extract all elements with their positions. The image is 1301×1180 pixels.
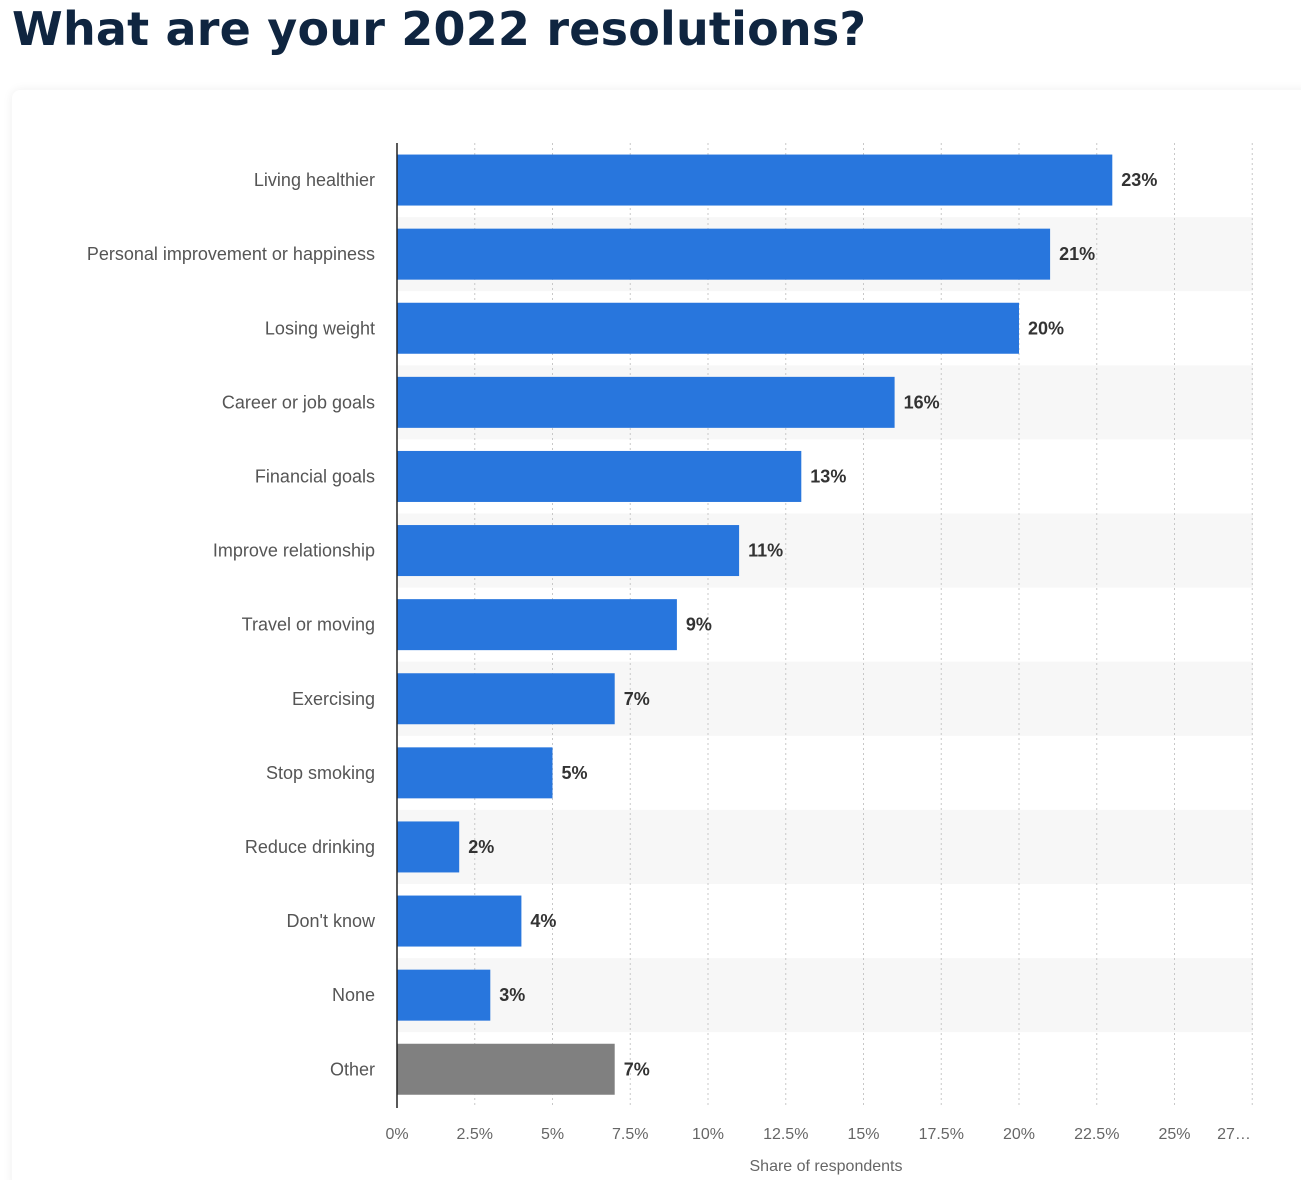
bar[interactable] xyxy=(397,525,740,577)
x-tick-label: 22.5% xyxy=(1074,1126,1119,1143)
category-label: Living healthier xyxy=(254,170,375,190)
x-tick-label: 20% xyxy=(1003,1126,1035,1143)
data-label: 16% xyxy=(904,392,940,412)
bar[interactable] xyxy=(397,376,895,428)
data-label: 7% xyxy=(624,1059,650,1079)
bar[interactable] xyxy=(397,969,491,1021)
category-label: Other xyxy=(330,1059,375,1079)
category-label: Exercising xyxy=(292,689,375,709)
category-label: Improve relationship xyxy=(213,541,375,561)
category-label: Losing weight xyxy=(265,318,375,338)
category-label: Stop smoking xyxy=(266,763,375,783)
category-label: Financial goals xyxy=(255,466,375,486)
data-label: 3% xyxy=(499,985,525,1005)
data-label: 4% xyxy=(530,911,556,931)
x-tick-label: 0% xyxy=(385,1126,408,1143)
bar[interactable] xyxy=(397,747,553,799)
bar[interactable] xyxy=(397,302,1019,354)
category-label: Travel or moving xyxy=(242,615,375,635)
x-tick-label: 7.5% xyxy=(612,1126,648,1143)
bar[interactable] xyxy=(397,228,1051,280)
x-tick-label: 2.5% xyxy=(457,1126,493,1143)
data-label: 11% xyxy=(748,541,783,561)
category-label: Don't know xyxy=(287,911,376,931)
data-label: 21% xyxy=(1059,244,1095,264)
bar[interactable] xyxy=(397,821,460,873)
row-band xyxy=(397,958,1253,1033)
category-label: Career or job goals xyxy=(222,392,375,412)
category-label: Personal improvement or happiness xyxy=(87,244,375,264)
page-title: What are your 2022 resolutions? xyxy=(12,2,867,56)
data-label: 7% xyxy=(624,689,650,709)
x-tick-label: 17.5% xyxy=(919,1126,964,1143)
x-tick-label: 27… xyxy=(1217,1126,1251,1143)
data-label: 2% xyxy=(468,837,494,857)
value-labels: 23% 21% 20% 16% 13% 11% 9% 7% 5% 2% 4% 3% 7% xyxy=(468,170,1157,1079)
data-label: 23% xyxy=(1121,170,1157,190)
category-labels: Living healthier Personal improvement or … xyxy=(87,170,376,1079)
bar[interactable] xyxy=(397,1043,615,1095)
x-tick-label: 15% xyxy=(847,1126,879,1143)
data-label: 9% xyxy=(686,615,712,635)
bar[interactable] xyxy=(397,450,802,502)
row-band xyxy=(397,809,1253,884)
data-label: 20% xyxy=(1028,318,1064,338)
x-tick-labels: 0% 2.5% 5% 7.5% 10% 12.5% 15% 17.5% 20% 22.5% 25% 2… xyxy=(385,1126,1250,1143)
bar[interactable] xyxy=(397,599,677,651)
bar[interactable] xyxy=(397,673,615,725)
category-label: Reduce drinking xyxy=(245,837,375,857)
bar[interactable] xyxy=(397,154,1113,206)
x-tick-label: 12.5% xyxy=(763,1126,808,1143)
x-tick-label: 25% xyxy=(1158,1126,1190,1143)
category-label: None xyxy=(332,985,375,1005)
x-tick-label: 10% xyxy=(692,1126,724,1143)
x-tick-label: 5% xyxy=(541,1126,564,1143)
x-axis-title: Share of respondents xyxy=(750,1158,903,1175)
bars xyxy=(397,154,1113,1095)
data-label: 5% xyxy=(562,763,588,783)
data-label: 13% xyxy=(810,466,846,486)
bar[interactable] xyxy=(397,895,522,947)
